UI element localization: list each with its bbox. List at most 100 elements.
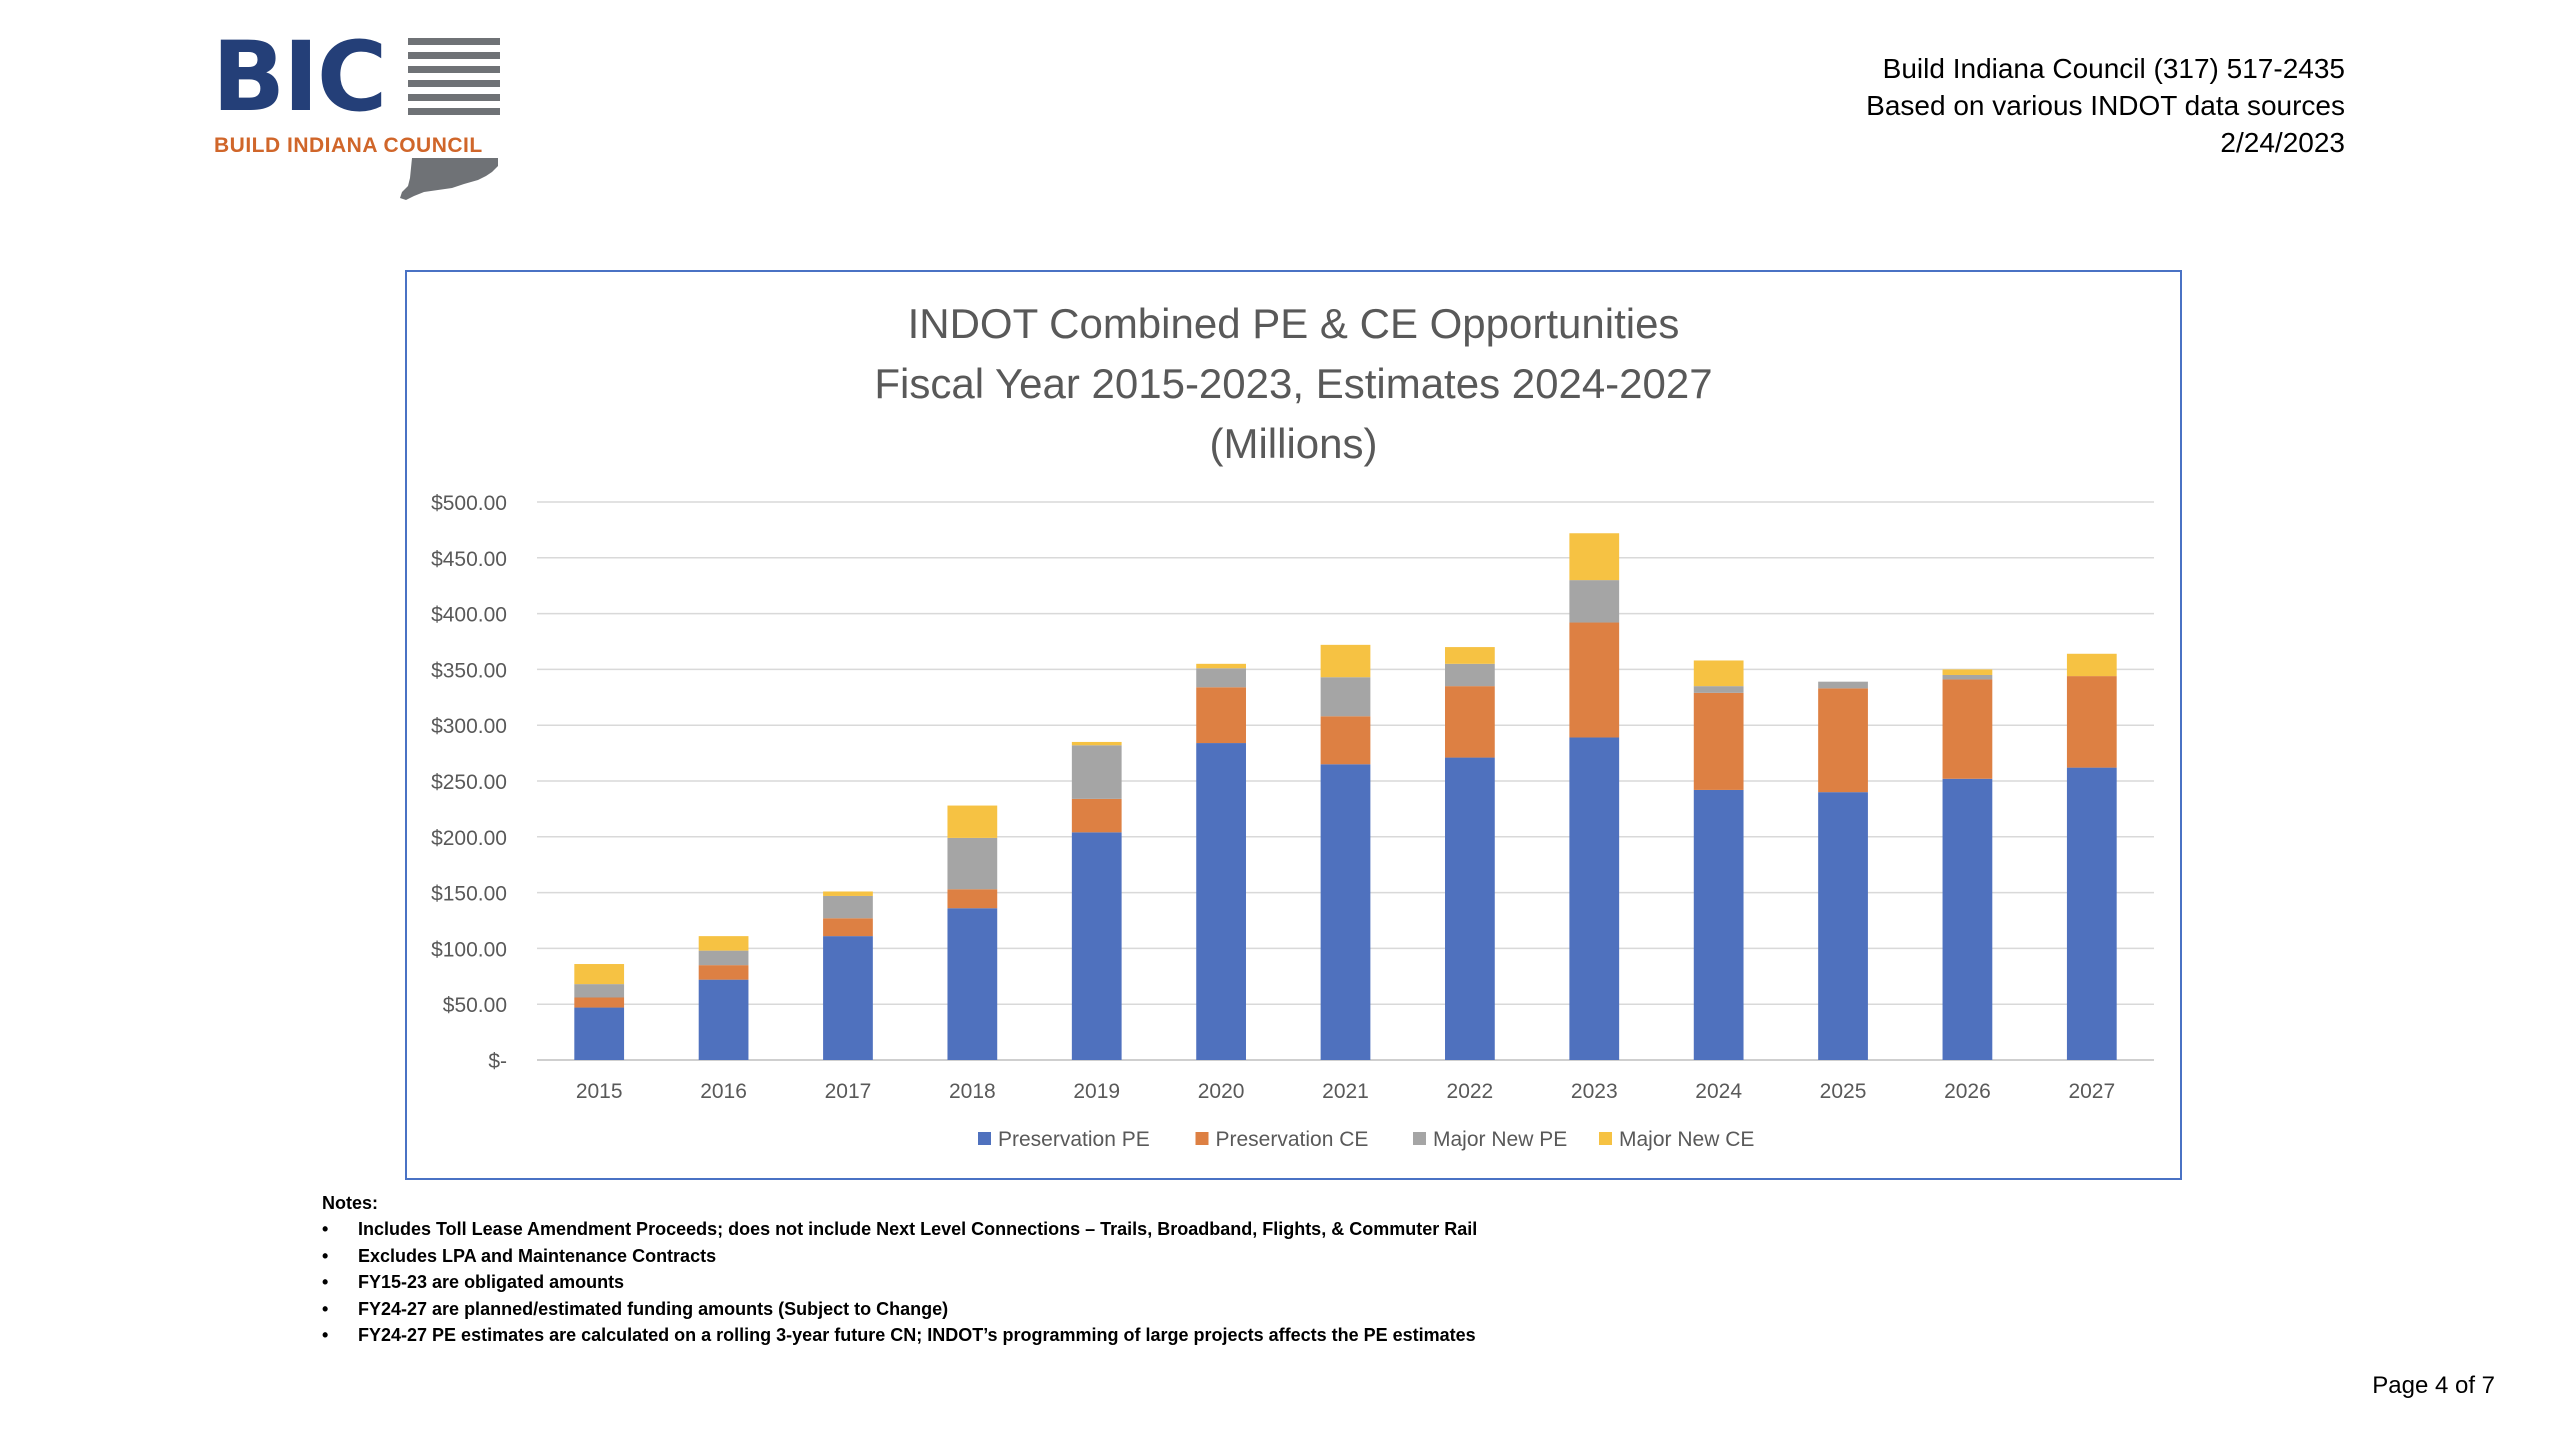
x-tick-label: 2016 (700, 1080, 747, 1103)
bar-segment (1818, 681, 1868, 689)
build-indiana-council-logo: BIC BUILD INDIANA COUNCIL (212, 21, 502, 200)
note-item: FY24-27 PE estimates are calculated on a… (322, 1322, 1477, 1349)
bar-segment (1445, 686, 1495, 758)
note-item: Excludes LPA and Maintenance Contracts (322, 1243, 1477, 1270)
chart-title-line-2: Fiscal Year 2015-2023, Estimates 2024-20… (874, 360, 1713, 407)
chart-frame: INDOT Combined PE & CE Opportunities Fis… (405, 270, 2182, 1180)
bar-segment (823, 891, 873, 896)
bar-segment (1196, 687, 1246, 744)
x-tick-label: 2017 (825, 1080, 872, 1103)
bar-segment (2066, 767, 2117, 1060)
bar-segment (1569, 737, 1620, 1060)
header-contact: Build Indiana Council (317) 517-2435 (1882, 53, 2345, 84)
chart-title-line-3: (Millions) (1209, 420, 1378, 467)
logo-mark: BIC (212, 21, 387, 133)
y-tick-label: $250.00 (431, 771, 507, 794)
bar-segment (1071, 745, 1122, 799)
bar-segment (1445, 757, 1495, 1060)
bar-segment (1320, 644, 1371, 678)
bar-segment (1196, 668, 1246, 688)
bar-segment (1693, 789, 1744, 1060)
legend-label: Major New CE (1619, 1128, 1754, 1151)
logo-stripes-icon (408, 38, 500, 138)
bar-segment (1942, 679, 1993, 779)
y-tick-label: $150.00 (431, 883, 507, 906)
legend-label: Preservation CE (1216, 1128, 1369, 1151)
x-tick-label: 2027 (2068, 1080, 2115, 1103)
bar-segment (947, 889, 998, 909)
x-tick-label: 2024 (1695, 1080, 1742, 1103)
bar-segment (1320, 716, 1371, 765)
bar-segment (1818, 792, 1868, 1060)
legend-swatch (1599, 1132, 1612, 1145)
legend-swatch (978, 1132, 991, 1145)
y-tick-label: $200.00 (431, 827, 507, 850)
bar-segment (698, 950, 749, 966)
note-item: Includes Toll Lease Amendment Proceeds; … (322, 1216, 1477, 1243)
bar-segment (823, 918, 873, 937)
x-tick-label: 2020 (1198, 1080, 1245, 1103)
bar-segment (1320, 677, 1371, 717)
bar-segment (1320, 764, 1371, 1060)
bar-segment (698, 979, 749, 1060)
x-tick-label: 2023 (1571, 1080, 1618, 1103)
bar-segment (1071, 741, 1122, 746)
x-tick-label: 2018 (949, 1080, 996, 1103)
bar-segment (574, 997, 625, 1008)
logo-subtitle: BUILD INDIANA COUNCIL (214, 134, 483, 157)
x-tick-label: 2022 (1447, 1080, 1494, 1103)
bar-segment (1445, 647, 1495, 664)
legend-label: Preservation PE (998, 1128, 1150, 1151)
stacked-bar-chart: $- $50.00 $100.00 $150.00 $200.00 $250.00 $300… (431, 492, 2154, 1151)
y-tick-label: $450.00 (431, 548, 507, 571)
bar-segment (1196, 663, 1246, 669)
legend-swatch (1413, 1132, 1426, 1145)
x-tick-label: 2019 (1073, 1080, 1120, 1103)
bar-segment (1569, 580, 1620, 623)
header-date: 2/24/2023 (2220, 127, 2345, 158)
page-number: Page 4 of 7 (2372, 1372, 2495, 1399)
bar-segment (1693, 660, 1744, 687)
bar-segment (1569, 622, 1620, 738)
note-item: FY24-27 are planned/estimated funding am… (322, 1296, 1477, 1323)
bar-segment (947, 837, 998, 890)
bar-segment (1196, 743, 1246, 1060)
bar-segment (1693, 686, 1744, 693)
x-tick-label: 2026 (1944, 1080, 1991, 1103)
bar-segment (1818, 688, 1868, 793)
bar-segment (698, 965, 749, 980)
notes-list: Includes Toll Lease Amendment Proceeds; … (322, 1216, 1477, 1349)
bar-segment (1942, 674, 1993, 680)
y-tick-label: $350.00 (431, 659, 507, 682)
bar-segment (1445, 663, 1495, 687)
bar-segment (1071, 798, 1122, 833)
header-info: Build Indiana Council (317) 517-2435 Bas… (1866, 50, 2345, 161)
header-source: Based on various INDOT data sources (1866, 90, 2345, 121)
bar-segment (574, 984, 625, 998)
x-tick-label: 2015 (576, 1080, 623, 1103)
legend-swatch (1195, 1132, 1209, 1145)
y-tick-label: $100.00 (431, 938, 507, 961)
y-tick-label: $50.00 (443, 994, 507, 1017)
bar-segment (1071, 832, 1122, 1060)
y-tick-label: $500.00 (431, 492, 507, 515)
bar-segment (1693, 692, 1744, 790)
bar-segment (947, 908, 998, 1060)
notes-section: Notes: Includes Toll Lease Amendment Pro… (322, 1190, 1477, 1349)
bar-segment (823, 936, 873, 1060)
bar-segment (823, 895, 873, 919)
bar-segment (574, 1007, 625, 1060)
bar-segment (2066, 676, 2117, 768)
bar-segment (1569, 533, 1620, 581)
bar-segment (947, 805, 998, 838)
bar-segment (1942, 669, 1993, 675)
bar-segment (2066, 653, 2117, 677)
legend-label: Major New PE (1433, 1128, 1567, 1151)
indiana-state-outline-icon (400, 158, 498, 200)
y-tick-label: $400.00 (431, 604, 507, 627)
bar-segment (698, 936, 749, 951)
x-tick-label: 2021 (1322, 1080, 1369, 1103)
bar-segment (1942, 778, 1993, 1060)
bar-segment (574, 964, 625, 985)
y-tick-label: $300.00 (431, 715, 507, 738)
